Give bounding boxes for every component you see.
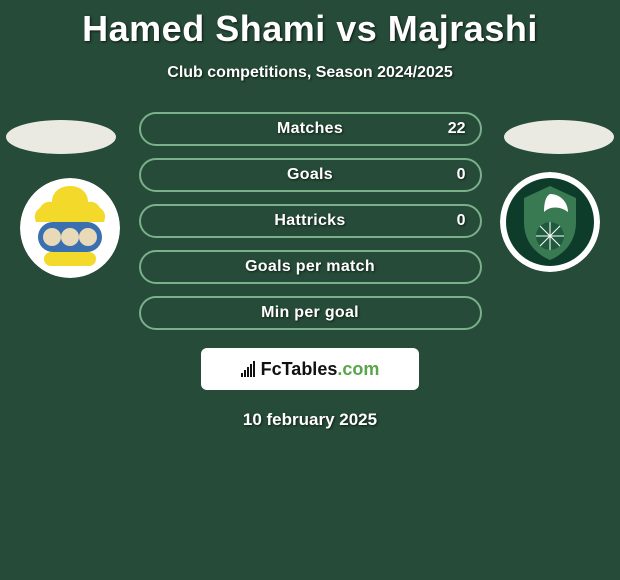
page-title: Hamed Shami vs Majrashi [0, 0, 620, 50]
stat-label: Min per goal [261, 304, 359, 322]
stat-row: Goals 0 [139, 158, 482, 192]
stat-row: Goals per match [139, 250, 482, 284]
player-photo-right [504, 120, 614, 154]
site-brand: FcTables.com [261, 359, 380, 380]
club-crest-left-icon [20, 178, 120, 278]
stat-label: Hattricks [274, 212, 345, 230]
stat-row: Min per goal [139, 296, 482, 330]
page-subtitle: Club competitions, Season 2024/2025 [0, 64, 620, 82]
stat-right-value: 0 [457, 166, 466, 184]
stat-label: Matches [277, 120, 343, 138]
stat-label: Goals [287, 166, 333, 184]
site-watermark: FcTables.com [201, 348, 419, 390]
site-brand-prefix: FcTables [261, 359, 338, 379]
stat-row: Hattricks 0 [139, 204, 482, 238]
stat-row: Matches 22 [139, 112, 482, 146]
club-crest-right-icon [500, 172, 600, 272]
site-brand-suffix: .com [337, 359, 379, 379]
stat-right-value: 22 [448, 120, 466, 138]
player-photo-left [6, 120, 116, 154]
stat-right-value: 0 [457, 212, 466, 230]
date-text: 10 february 2025 [0, 410, 620, 430]
stat-label: Goals per match [245, 258, 375, 276]
bars-icon [241, 361, 255, 377]
club-badge-right [500, 172, 600, 272]
club-badge-left [20, 178, 120, 278]
